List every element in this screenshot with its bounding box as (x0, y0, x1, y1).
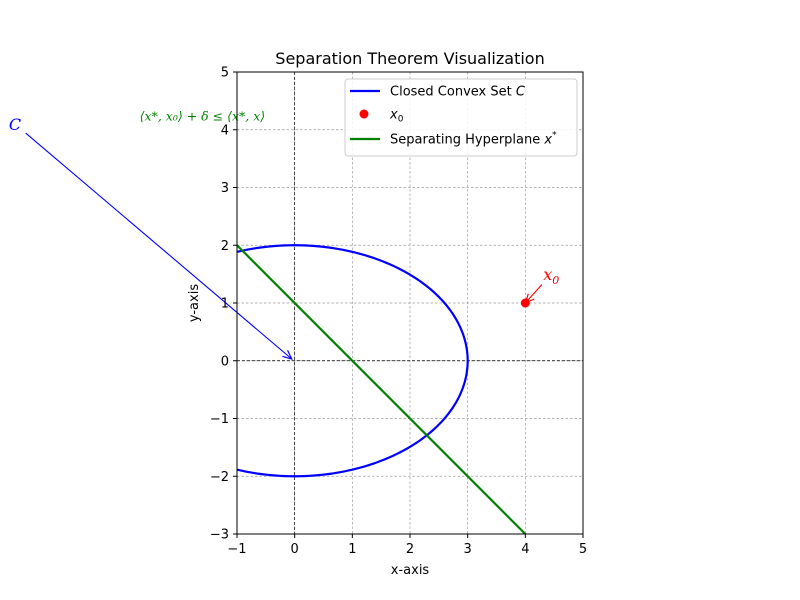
y-axis-label: y-axis (187, 284, 202, 322)
y-tick-label: 2 (221, 239, 229, 254)
x-tick-label: −1 (227, 542, 246, 557)
hyperplane-line (237, 244, 527, 534)
x-tick-label: 2 (406, 542, 414, 557)
x-axis-label: x-axis (391, 563, 430, 578)
y-tick-label: 1 (221, 297, 229, 312)
y-tick-label: −2 (210, 470, 229, 485)
ticks: −1 0 1 2 3 4 5 −3 −2 −1 0 1 2 3 4 5 (210, 66, 587, 558)
x-tick-label: 5 (579, 542, 587, 557)
legend-label-x0: x0 (389, 108, 404, 125)
convex-set-curve (237, 244, 469, 478)
y-tick-label: 3 (221, 181, 229, 196)
x-tick-label: 4 (521, 542, 529, 557)
series-layer (237, 244, 530, 534)
x-tick-label: 1 (348, 542, 356, 557)
annotation-label: C (9, 115, 21, 134)
legend-box (344, 78, 578, 157)
annotation-label: x0 (543, 265, 559, 287)
annotation-arrow (525, 284, 543, 303)
chart-title: Separation Theorem Visualization (275, 49, 544, 68)
inequality-annotation: ⟨x*, x₀⟩ + δ ≤ ⟨x*, x⟩ (140, 108, 265, 123)
legend: Closed Convex Set C x0 Separating Hyperp… (344, 78, 578, 157)
annotations: Cx0 ⟨x*, x₀⟩ + δ ≤ ⟨x*, x⟩ (9, 108, 559, 359)
legend-swatch-x0 (359, 109, 369, 119)
y-tick-label: −3 (210, 528, 229, 543)
legend-label-hyperplane: Separating Hyperplane x* (390, 131, 557, 148)
y-tick-label: 0 (221, 354, 229, 369)
y-tick-label: 4 (221, 123, 229, 138)
x-tick-label: 3 (464, 542, 472, 557)
annotation-arrow (25, 132, 292, 359)
y-tick-label: 5 (221, 66, 229, 81)
y-tick-label: −1 (210, 412, 229, 427)
legend-label-convex-set: Closed Convex Set C (390, 85, 526, 100)
x-tick-label: 0 (291, 542, 299, 557)
